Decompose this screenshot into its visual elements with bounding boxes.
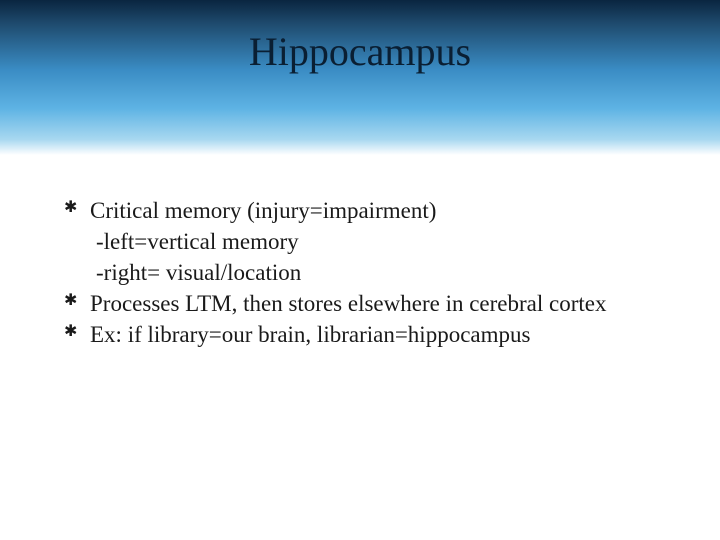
slide-content: Critical memory (injury=impairment) -lef… <box>0 155 720 350</box>
bullet-text: Critical memory (injury=impairment) <box>90 198 436 223</box>
slide-title: Hippocampus <box>249 28 471 75</box>
bullet-item: Critical memory (injury=impairment) <box>60 195 660 226</box>
slide: Hippocampus Critical memory (injury=impa… <box>0 0 720 540</box>
bullet-text: Processes LTM, then stores elsewhere in … <box>90 291 606 316</box>
bullet-subline: -left=vertical memory <box>60 226 660 257</box>
bullet-subline: -right= visual/location <box>60 257 660 288</box>
bullet-item: Processes LTM, then stores elsewhere in … <box>60 288 660 319</box>
bullet-item: Ex: if library=our brain, librarian=hipp… <box>60 319 660 350</box>
slide-header: Hippocampus <box>0 0 720 155</box>
bullet-text: Ex: if library=our brain, librarian=hipp… <box>90 322 530 347</box>
bullet-list: Critical memory (injury=impairment) -lef… <box>60 195 660 350</box>
